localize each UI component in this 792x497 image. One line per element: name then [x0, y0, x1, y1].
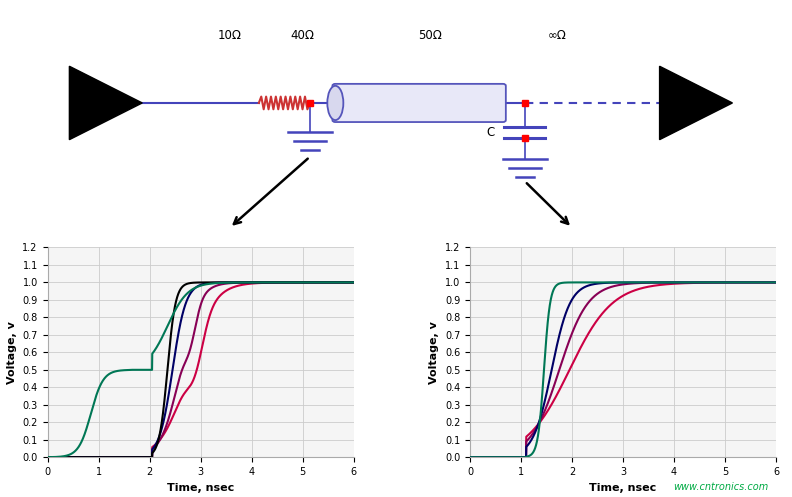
Y-axis label: Voltage, v: Voltage, v [429, 321, 440, 384]
Polygon shape [660, 66, 733, 140]
Text: 40Ω: 40Ω [291, 29, 314, 42]
Text: 50Ω: 50Ω [418, 29, 442, 42]
Text: www.cntronics.com: www.cntronics.com [673, 482, 768, 492]
Text: ∞Ω: ∞Ω [548, 29, 567, 42]
Text: C: C [486, 126, 494, 139]
Ellipse shape [327, 86, 344, 120]
Text: 10Ω: 10Ω [218, 29, 242, 42]
X-axis label: Time, nsec: Time, nsec [167, 483, 234, 493]
Polygon shape [70, 66, 143, 140]
X-axis label: Time, nsec: Time, nsec [589, 483, 657, 493]
Y-axis label: Voltage, v: Voltage, v [7, 321, 17, 384]
FancyBboxPatch shape [333, 84, 506, 122]
